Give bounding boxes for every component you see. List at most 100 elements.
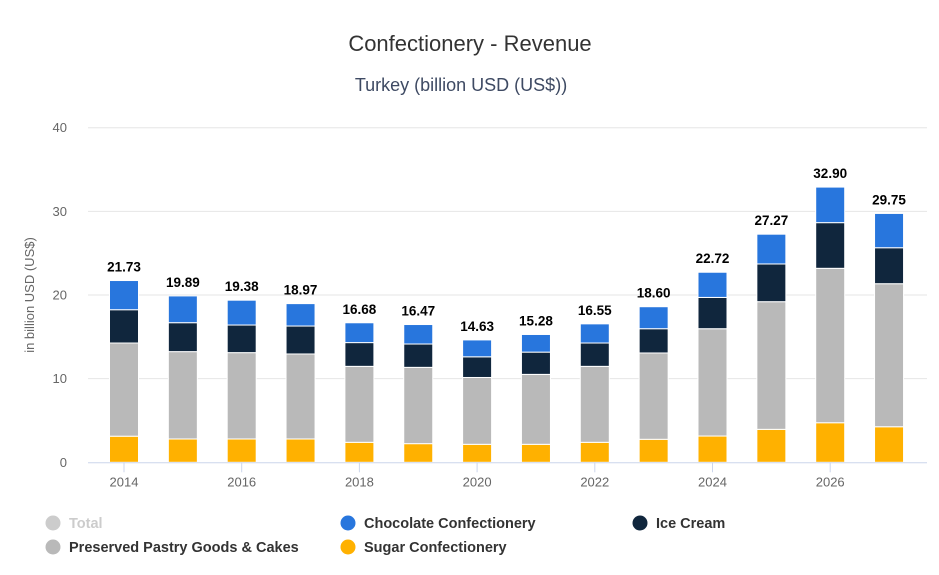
x-tick-label: 2014 (110, 474, 139, 489)
legend-label: Sugar Confectionery (364, 540, 507, 556)
legend-label: Chocolate Confectionery (364, 516, 536, 532)
bar-segment (815, 422, 846, 463)
legend-marker-icon (632, 515, 648, 531)
total-data-label: 19.38 (225, 279, 259, 294)
bar-segment (874, 426, 905, 463)
legend-item[interactable]: Total (45, 515, 103, 533)
x-tick-label: 2026 (816, 474, 845, 489)
bar-segment (520, 351, 551, 375)
bar-segment (815, 267, 846, 424)
x-axis: 2014 2016 2018 2020 2022 2024 2026 (88, 462, 927, 489)
bar-segment (815, 186, 846, 224)
bar-stack (226, 299, 257, 463)
chart-subtitle: Turkey (billion USD (US$)) (355, 75, 567, 95)
legend-label: Total (69, 516, 103, 532)
bar-stack (462, 339, 493, 463)
x-tick-label: 2020 (463, 474, 492, 489)
bar-segment (403, 366, 434, 445)
bar-segment (462, 376, 493, 445)
bar-segment (285, 325, 316, 355)
bar-segment (403, 324, 434, 345)
bar-segment (226, 352, 257, 440)
total-data-label: 14.63 (460, 319, 494, 334)
total-data-label: 22.72 (696, 251, 730, 266)
bar-segment (638, 306, 669, 330)
bar-stack (638, 306, 669, 463)
bar-segment (756, 233, 787, 265)
bar-stack (109, 280, 139, 463)
bar-segment (756, 428, 787, 463)
bar-segment (403, 343, 434, 368)
bar-segment (697, 296, 728, 330)
data-labels: 21.73 19.89 19.38 18.97 16.68 16.47 14.63 15.28… (107, 166, 906, 334)
chart-title: Confectionery - Revenue (348, 31, 591, 56)
bar-segment (167, 438, 198, 463)
bar-segment (579, 342, 610, 367)
bar-segment (344, 322, 375, 344)
total-data-label: 16.68 (343, 302, 377, 317)
bar-stack (403, 324, 434, 463)
bar-segment (109, 342, 139, 437)
legend-item[interactable]: Preserved Pastry Goods & Cakes (45, 539, 299, 557)
y-tick-label: 20 (53, 288, 67, 303)
bar-segment (697, 271, 728, 298)
bar-segment (579, 323, 610, 344)
bar-segment (285, 438, 316, 463)
bar-segment (226, 324, 257, 354)
bar-segment (697, 435, 728, 463)
total-data-label: 18.60 (637, 286, 671, 301)
legend-item[interactable]: Ice Cream (632, 515, 726, 533)
total-data-label: 16.55 (578, 303, 612, 318)
bar-segment (344, 365, 375, 443)
total-data-label: 21.73 (107, 260, 141, 275)
bar-segment (462, 443, 493, 463)
x-tick-label: 2018 (345, 474, 374, 489)
gridlines (88, 127, 927, 380)
total-data-label: 32.90 (813, 166, 847, 181)
legend-marker-icon (340, 515, 356, 531)
bar-stack (167, 295, 198, 463)
total-data-label: 19.89 (166, 275, 200, 290)
legend: Total Chocolate Confectionery Ice Cream Pre… (45, 515, 726, 557)
bar-segment (344, 441, 375, 463)
bar-stack (697, 271, 728, 463)
legend-label: Preserved Pastry Goods & Cakes (69, 540, 299, 556)
bar-segment (226, 438, 257, 463)
bar-segment (109, 435, 139, 463)
bar-segment (756, 263, 787, 303)
legend-item[interactable]: Chocolate Confectionery (340, 515, 536, 533)
bar-stack (344, 322, 375, 463)
bar-segment (167, 322, 198, 353)
legend-item[interactable]: Sugar Confectionery (340, 539, 507, 557)
legend-marker-icon (45, 539, 61, 555)
bar-stack (874, 212, 905, 463)
bar-segment (285, 303, 316, 327)
bar-segment (638, 438, 669, 463)
legend-marker-icon (340, 539, 356, 555)
bar-segment (874, 247, 905, 285)
total-data-label: 29.75 (872, 192, 906, 207)
bar-segment (638, 352, 669, 440)
bar-segment (344, 342, 375, 367)
bar-segment (109, 280, 139, 311)
bar-segment (520, 443, 551, 463)
bar-segment (815, 222, 846, 269)
bar-segment (285, 353, 316, 440)
bar-segment (874, 212, 905, 249)
bar-segment (167, 351, 198, 440)
bar-stack (285, 303, 316, 463)
y-axis-title: in billion USD (US$) (22, 237, 37, 353)
bar-segment (462, 356, 493, 378)
bar-segment (520, 333, 551, 353)
bar-segment (167, 295, 198, 324)
legend-marker-icon (45, 515, 61, 531)
bar-segment (520, 373, 551, 445)
y-tick-label: 40 (53, 120, 67, 135)
bar-segment (579, 441, 610, 463)
bar-segment (579, 365, 610, 443)
bar-segment (874, 283, 905, 428)
bar-stack (815, 186, 846, 463)
x-tick-label: 2016 (227, 474, 256, 489)
y-tick-label: 10 (53, 371, 67, 386)
